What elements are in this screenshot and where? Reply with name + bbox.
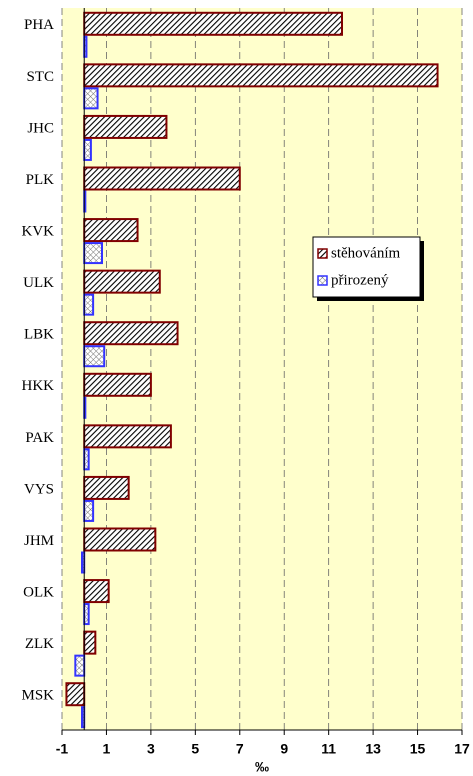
x-tick-label: 15 bbox=[410, 741, 426, 757]
x-tick-label: 11 bbox=[321, 741, 336, 757]
bar bbox=[83, 475, 130, 500]
y-tick-label: OLK bbox=[23, 585, 54, 601]
bar bbox=[83, 63, 439, 88]
y-tick-label: ULK bbox=[23, 275, 54, 291]
bar bbox=[83, 527, 157, 552]
bar bbox=[83, 321, 179, 346]
y-tick-label: ZLK bbox=[25, 636, 54, 652]
y-tick-label: JHC bbox=[27, 120, 54, 136]
x-tick-label: 5 bbox=[191, 741, 199, 757]
bar bbox=[65, 682, 86, 707]
bar bbox=[83, 242, 103, 265]
bar bbox=[83, 630, 97, 655]
y-tick-label: KVK bbox=[22, 224, 55, 240]
bar bbox=[83, 499, 95, 522]
y-tick-label: STC bbox=[26, 69, 54, 85]
x-tick-label: 1 bbox=[103, 741, 111, 757]
bar bbox=[83, 448, 90, 471]
bar bbox=[83, 166, 241, 191]
bar bbox=[83, 345, 106, 368]
y-tick-label: VYS bbox=[24, 481, 54, 497]
legend bbox=[312, 236, 421, 298]
legend-swatch bbox=[317, 275, 328, 286]
bar bbox=[83, 424, 172, 449]
y-tick-label: MSK bbox=[21, 688, 54, 704]
bar bbox=[83, 114, 168, 139]
bar bbox=[83, 269, 161, 294]
bar bbox=[83, 293, 95, 316]
x-tick-label: 9 bbox=[280, 741, 288, 757]
y-tick-label: JHM bbox=[24, 533, 54, 549]
x-tick-label: 3 bbox=[147, 741, 155, 757]
bar bbox=[83, 87, 99, 110]
legend-label: přirozený bbox=[331, 272, 389, 288]
bar bbox=[74, 654, 86, 677]
bar bbox=[83, 218, 139, 243]
bar bbox=[83, 603, 90, 626]
x-tick-label: 17 bbox=[454, 741, 470, 757]
y-tick-label: LBK bbox=[24, 327, 54, 343]
legend-swatch bbox=[317, 248, 328, 259]
bar bbox=[83, 138, 92, 161]
y-tick-label: HKK bbox=[22, 378, 55, 394]
bar bbox=[83, 372, 152, 397]
bar bbox=[83, 11, 343, 36]
x-tick-label: 13 bbox=[365, 741, 381, 757]
x-tick-label: -1 bbox=[56, 741, 69, 757]
y-tick-label: PAK bbox=[25, 430, 54, 446]
bar bbox=[83, 579, 110, 604]
legend-label: stěhováním bbox=[331, 245, 400, 261]
y-tick-label: PHA bbox=[24, 17, 54, 33]
x-axis-label: ‰ bbox=[255, 759, 269, 775]
y-tick-label: PLK bbox=[26, 172, 55, 188]
x-tick-label: 7 bbox=[236, 741, 244, 757]
